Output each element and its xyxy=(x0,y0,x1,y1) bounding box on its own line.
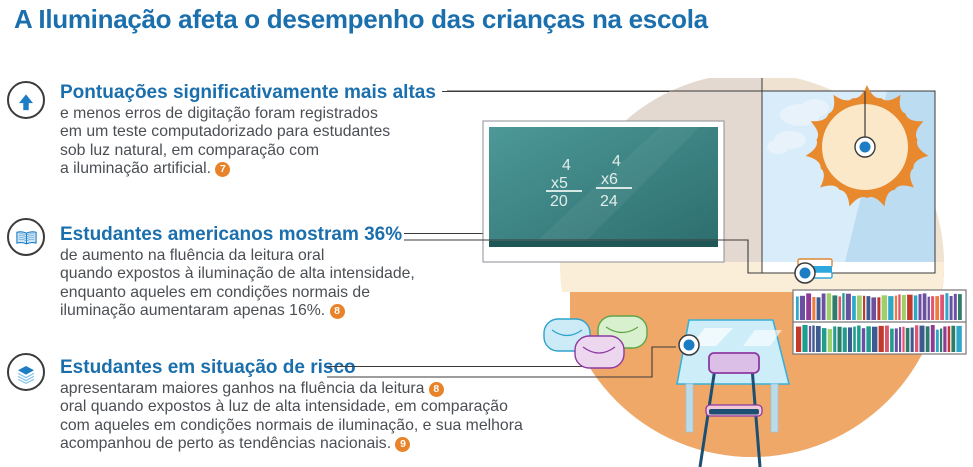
svg-text:x5: x5 xyxy=(551,175,568,192)
svg-text:x6: x6 xyxy=(601,171,618,188)
svg-text:4: 4 xyxy=(562,157,571,174)
svg-text:24: 24 xyxy=(600,193,618,210)
svg-text:4: 4 xyxy=(612,153,621,170)
svg-text:20: 20 xyxy=(550,193,568,210)
